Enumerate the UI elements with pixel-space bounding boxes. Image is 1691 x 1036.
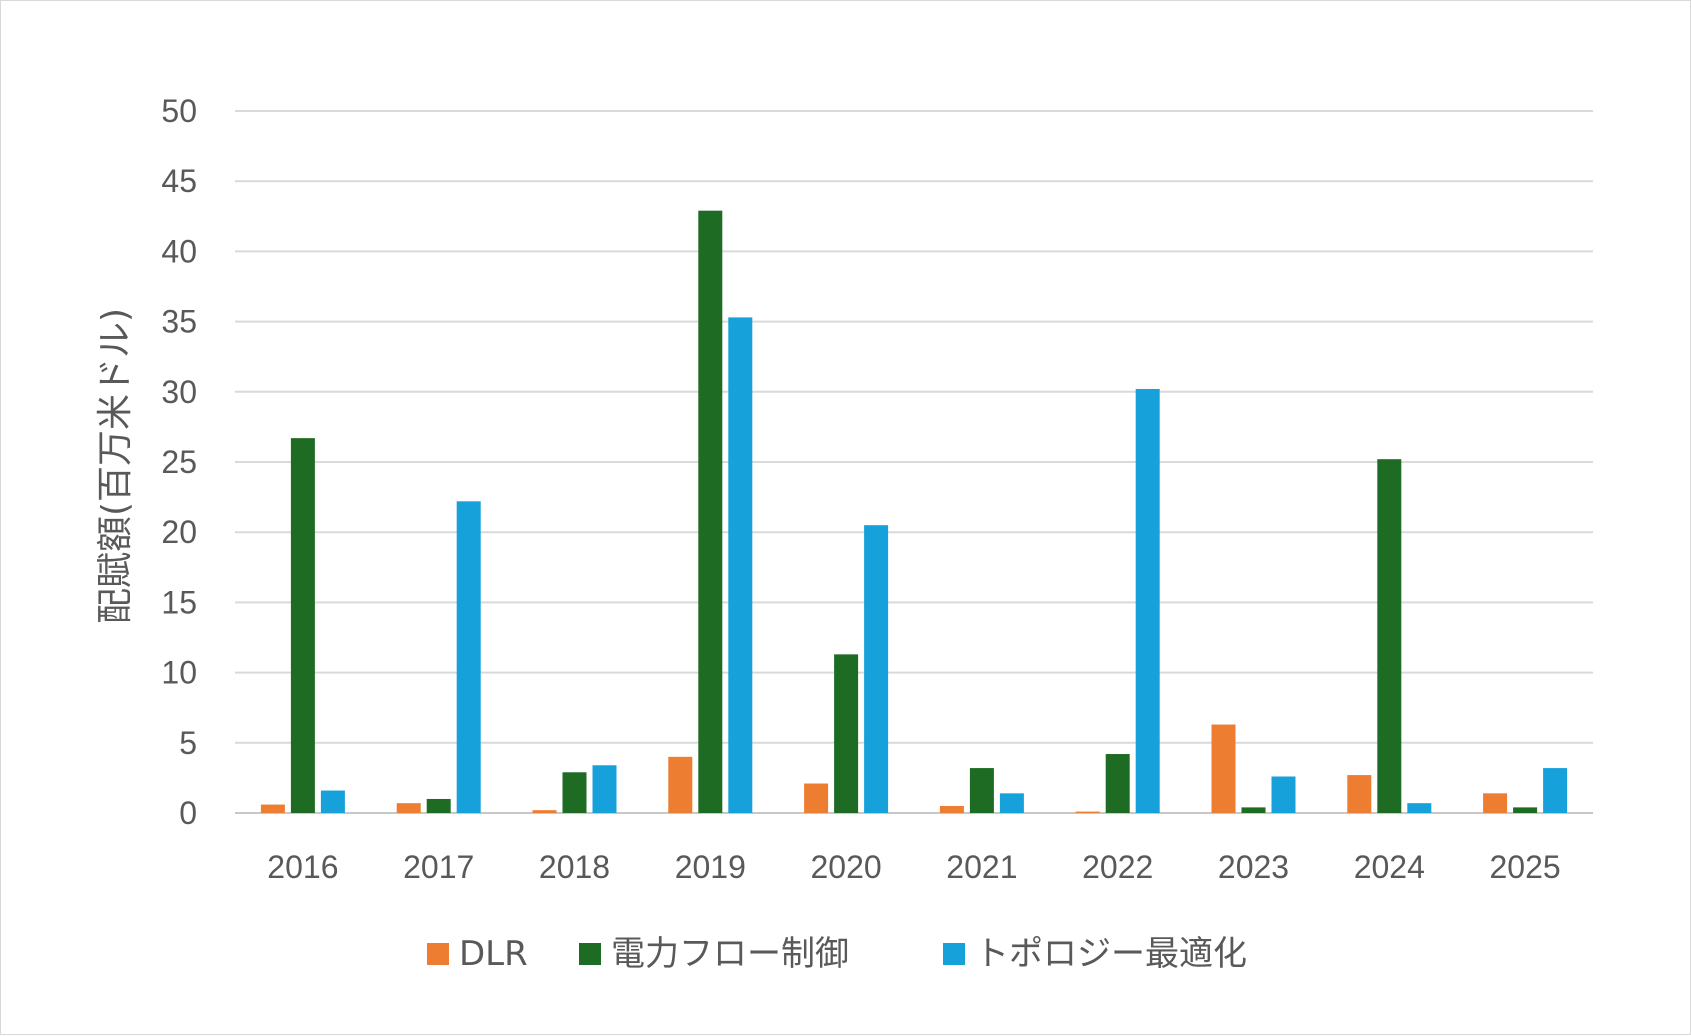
bar-2016-series-3 — [320, 790, 345, 813]
bar-2021-series-2 — [969, 768, 994, 813]
y-tick-label-30: 30 — [161, 374, 197, 410]
legend: DLR 電力フロー制御 トポロジー最適化 — [427, 934, 1247, 974]
bar-2025-series-3 — [1543, 768, 1568, 813]
bar-2020-series-1 — [804, 783, 829, 813]
bar-2022-series-2 — [1105, 754, 1130, 813]
bar-2019-series-3 — [728, 317, 753, 813]
bar-2020-series-2 — [834, 654, 859, 813]
bar-2023-series-2 — [1241, 807, 1266, 813]
bar-2016-series-1 — [260, 804, 285, 813]
bar-2021-series-3 — [999, 793, 1024, 813]
x-tick-label-2025: 2025 — [1490, 849, 1561, 885]
bar-2022-series-1 — [1075, 811, 1100, 813]
y-tick-label-50: 50 — [161, 93, 197, 129]
y-tick-label-20: 20 — [161, 514, 197, 550]
y-tick-label-0: 0 — [179, 795, 197, 831]
bar-2019-series-1 — [668, 756, 693, 813]
x-tick-label-2018: 2018 — [539, 849, 610, 885]
legend-label-1: DLR — [459, 934, 528, 974]
y-tick-label-25: 25 — [161, 444, 197, 480]
bar-2018-series-3 — [592, 765, 617, 813]
x-tick-label-2017: 2017 — [403, 849, 474, 885]
bar-2018-series-1 — [532, 810, 557, 813]
legend-label-2: 電力フロー制御 — [611, 934, 849, 974]
y-axis-label: 配賦額(百万米ドル) — [95, 308, 136, 624]
x-tick-label-2019: 2019 — [675, 849, 746, 885]
y-tick-label-45: 45 — [161, 163, 197, 199]
bar-2017-series-3 — [456, 501, 481, 813]
legend-swatch-3 — [943, 943, 965, 965]
x-tick-label-2023: 2023 — [1218, 849, 1289, 885]
bar-2017-series-2 — [426, 798, 451, 813]
legend-swatch-1 — [427, 943, 449, 965]
y-tick-label-35: 35 — [161, 304, 197, 340]
x-tick-label-2016: 2016 — [267, 849, 338, 885]
legend-swatch-2 — [579, 943, 601, 965]
x-tick-label-2022: 2022 — [1082, 849, 1153, 885]
bar-2021-series-1 — [939, 805, 964, 813]
bar-2022-series-3 — [1135, 388, 1160, 813]
bar-2016-series-2 — [290, 438, 315, 813]
bar-2018-series-2 — [562, 772, 587, 813]
bar-2023-series-3 — [1271, 776, 1296, 813]
bar-2025-series-1 — [1483, 793, 1508, 813]
bar-2024-series-2 — [1377, 459, 1402, 813]
bar-2025-series-2 — [1513, 807, 1538, 813]
bar-2024-series-3 — [1407, 803, 1432, 813]
bar-2023-series-1 — [1211, 724, 1236, 813]
y-tick-label-10: 10 — [161, 655, 197, 691]
bar-2017-series-1 — [396, 803, 421, 813]
bar-2020-series-3 — [864, 525, 889, 813]
y-axis-tick-labels: 0 5 10 15 20 25 30 35 40 45 50 — [161, 93, 197, 831]
bar-2024-series-1 — [1347, 775, 1372, 813]
x-tick-label-2020: 2020 — [811, 849, 882, 885]
bar-2019-series-2 — [698, 210, 723, 813]
legend-label-3: トポロジー最適化 — [975, 934, 1247, 974]
bars — [260, 210, 1568, 813]
x-axis-tick-labels: 2016 2017 2018 2019 2020 2021 2022 2023 2024 2025 — [267, 849, 1560, 885]
x-tick-label-2021: 2021 — [946, 849, 1017, 885]
y-tick-label-5: 5 — [179, 725, 197, 761]
x-tick-label-2024: 2024 — [1354, 849, 1425, 885]
y-tick-label-40: 40 — [161, 233, 197, 269]
y-tick-label-15: 15 — [161, 584, 197, 620]
